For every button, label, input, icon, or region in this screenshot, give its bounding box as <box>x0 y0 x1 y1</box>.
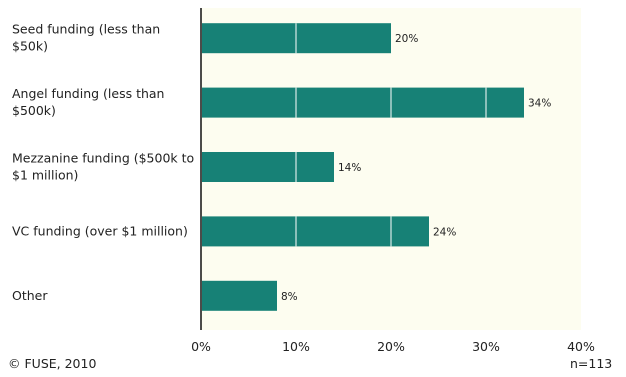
category-label: $500k) <box>12 103 56 118</box>
category-label: Seed funding (less than <box>12 22 160 37</box>
labels-layer: 20% Seed funding (less than $50k) 34% Angel … <box>12 22 595 354</box>
data-label: 8% <box>281 291 298 303</box>
data-label: 14% <box>338 162 361 174</box>
data-label: 34% <box>528 98 551 110</box>
data-label: 24% <box>433 226 456 238</box>
x-tick-label: 0% <box>191 339 211 354</box>
sample-size-note: n=113 <box>570 356 613 371</box>
bars-layer <box>202 23 524 311</box>
bar <box>202 280 277 311</box>
category-label: Mezzanine funding ($500k to <box>12 151 194 166</box>
x-tick-label: 10% <box>282 339 310 354</box>
bar <box>202 87 524 118</box>
grid-layer <box>295 23 487 247</box>
x-tick-label: 20% <box>377 339 405 354</box>
bar <box>202 152 334 182</box>
x-tick-label: 40% <box>567 339 595 354</box>
category-label: Angel funding (less than <box>12 86 164 101</box>
x-tick-label: 30% <box>472 339 500 354</box>
category-label: VC funding (over $1 million) <box>12 223 188 238</box>
category-label: $1 million) <box>12 168 78 183</box>
copyright-note: © FUSE, 2010 <box>8 356 97 371</box>
category-label: $50k) <box>12 39 48 54</box>
bar <box>202 216 429 247</box>
category-label: Other <box>12 288 48 303</box>
data-label: 20% <box>395 33 418 45</box>
